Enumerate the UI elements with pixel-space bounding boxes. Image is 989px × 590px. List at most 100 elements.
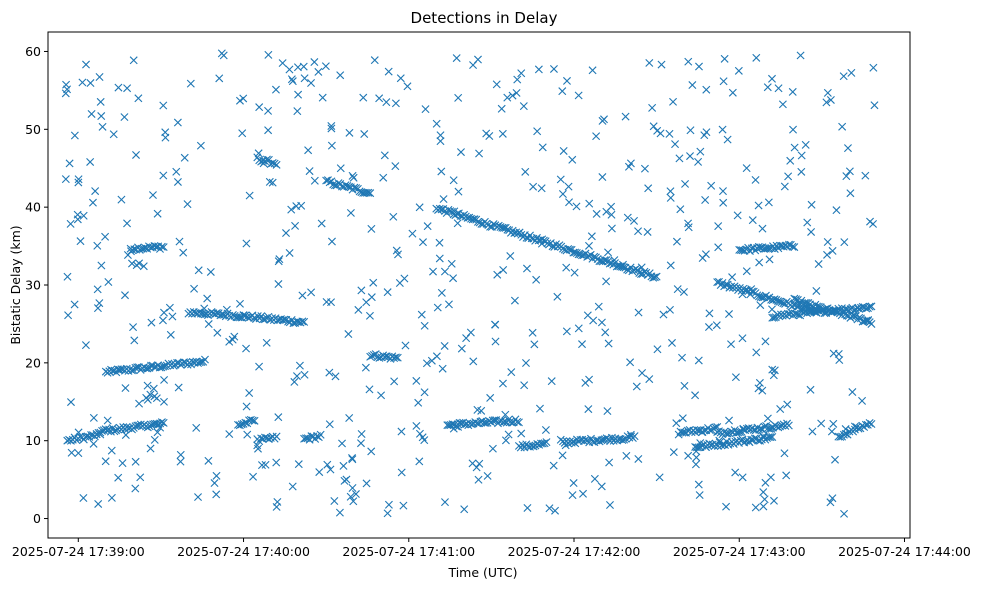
data-point	[528, 328, 537, 337]
data-point	[462, 334, 471, 343]
data-point	[165, 303, 174, 312]
data-point	[305, 167, 314, 176]
data-point	[529, 442, 538, 451]
data-point	[768, 74, 776, 83]
data-point	[323, 460, 332, 469]
data-point	[298, 291, 307, 300]
data-point	[673, 285, 682, 294]
data-point	[551, 506, 560, 515]
data-point	[491, 337, 500, 346]
data-point	[742, 164, 751, 173]
data-point	[637, 263, 646, 272]
data-point	[669, 448, 678, 457]
data-point	[61, 175, 70, 184]
data-point	[380, 151, 389, 160]
data-point	[684, 451, 693, 460]
data-point	[134, 94, 143, 103]
data-point	[234, 313, 243, 322]
data-point	[66, 398, 75, 407]
data-point	[745, 437, 753, 446]
data-point	[361, 363, 370, 372]
y-tick-label: 20	[25, 355, 41, 370]
data-point	[206, 267, 215, 276]
data-point	[142, 393, 151, 402]
data-point	[770, 366, 779, 375]
data-point	[369, 278, 378, 287]
data-point	[765, 255, 774, 264]
data-point	[228, 335, 237, 344]
data-point	[61, 89, 70, 98]
data-point	[831, 455, 840, 464]
data-point	[761, 337, 770, 346]
data-point	[714, 222, 723, 231]
data-point	[420, 321, 429, 330]
data-point	[728, 273, 737, 282]
data-point	[70, 300, 79, 309]
data-point	[272, 160, 281, 169]
data-point	[326, 465, 335, 474]
data-point	[259, 159, 268, 168]
data-point	[501, 436, 510, 445]
data-point	[723, 429, 732, 438]
data-point	[754, 384, 763, 393]
data-point	[245, 388, 254, 397]
data-point	[701, 250, 710, 259]
data-point	[480, 418, 488, 427]
data-point	[578, 340, 587, 349]
data-point	[175, 237, 184, 246]
data-point	[721, 429, 730, 438]
data-point	[109, 130, 118, 139]
data-point	[262, 338, 271, 347]
data-point	[294, 90, 303, 99]
data-point	[196, 141, 205, 150]
data-point	[107, 493, 116, 502]
data-point	[321, 62, 330, 71]
data-point	[315, 468, 324, 477]
data-point	[672, 237, 681, 246]
data-point	[268, 158, 277, 167]
data-point	[114, 473, 123, 482]
y-tick-label: 60	[25, 44, 41, 59]
data-point	[867, 419, 876, 428]
data-point	[367, 224, 376, 233]
data-point	[449, 274, 458, 283]
data-point	[295, 361, 304, 370]
data-point	[419, 238, 427, 247]
data-point	[522, 264, 531, 273]
data-point	[610, 256, 619, 265]
data-point	[64, 311, 73, 320]
x-tick-label: 2025-07-24 17:40:00	[177, 544, 310, 559]
data-point	[498, 223, 507, 232]
data-point	[570, 268, 579, 277]
data-point	[693, 426, 702, 435]
data-point	[763, 414, 772, 423]
y-tick-label: 0	[33, 511, 41, 526]
data-point	[79, 211, 88, 220]
data-point	[827, 427, 836, 436]
data-point	[585, 375, 594, 384]
data-point	[390, 377, 399, 386]
data-point	[369, 351, 378, 359]
data-point	[373, 353, 382, 362]
data-point	[644, 184, 653, 193]
data-point	[748, 216, 757, 225]
data-point	[81, 432, 90, 441]
data-point	[114, 83, 123, 92]
data-point	[672, 419, 681, 428]
data-point	[655, 473, 664, 482]
data-point	[800, 298, 809, 307]
data-point	[254, 149, 263, 158]
data-point	[242, 402, 251, 411]
data-point	[275, 255, 284, 264]
data-point	[86, 157, 95, 166]
data-point	[420, 388, 429, 397]
data-point	[681, 179, 690, 188]
data-point	[865, 302, 874, 311]
data-point	[210, 479, 219, 488]
data-point	[803, 218, 812, 227]
data-point	[718, 187, 727, 196]
data-point	[380, 352, 389, 361]
data-point	[841, 425, 850, 434]
data-point	[318, 93, 327, 102]
data-point	[565, 198, 574, 207]
